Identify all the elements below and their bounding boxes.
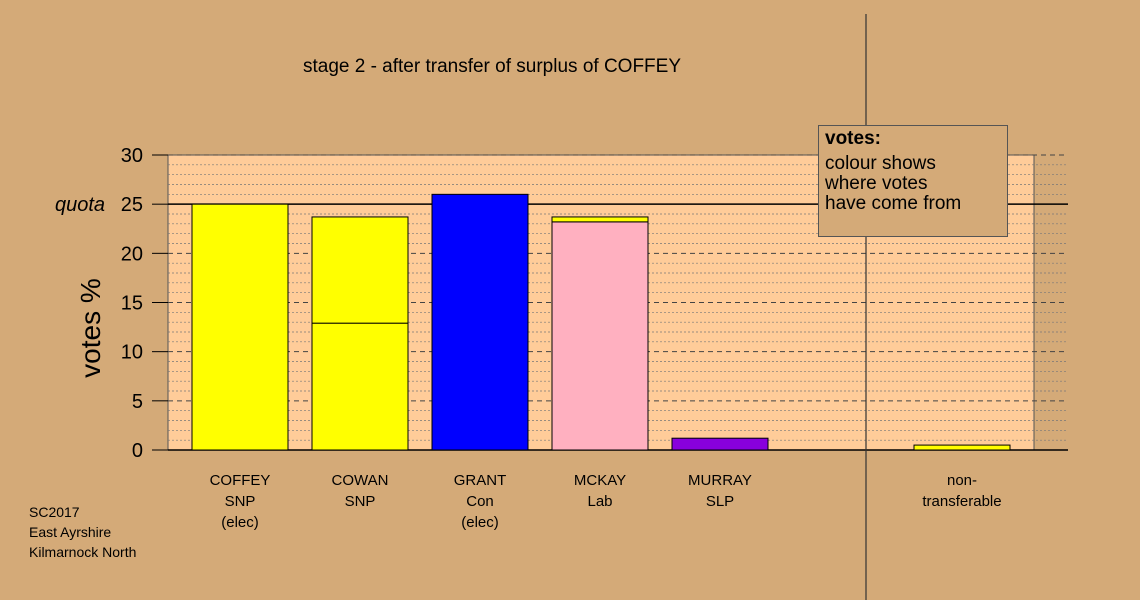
y-tick-label: 30 [121, 145, 143, 167]
bar-label: (elec) [461, 514, 499, 531]
bar-segment [671, 437, 769, 451]
legend-line: where votes [825, 173, 928, 194]
bar-segment [191, 203, 289, 451]
y-tick-label: 15 [121, 293, 143, 315]
bar-label: SNP [345, 493, 376, 510]
legend-line: colour shows [825, 153, 936, 174]
quota-label: quota [55, 194, 105, 216]
bar-label: SNP [225, 493, 256, 510]
legend: votes: colour shows where votes have com… [818, 125, 1008, 237]
footnote-line: SC2017 [29, 504, 80, 520]
bar-segment [311, 216, 409, 324]
bar-label: (elec) [221, 514, 259, 531]
footnote-line: Kilmarnock North [29, 544, 137, 560]
nontransferable-bar-label: transferable [922, 493, 1001, 510]
bar-segment [551, 221, 649, 451]
bar-label: COWAN [332, 472, 389, 489]
y-axis-title: votes % [75, 278, 106, 378]
bar-label: COFFEY [210, 472, 271, 489]
y-tick-label: 5 [132, 391, 143, 413]
y-tick-label: 25 [121, 194, 143, 216]
bar-label: MURRAY [688, 472, 752, 489]
nontransferable-bar-label: non- [947, 472, 977, 489]
legend-line: have come from [825, 193, 962, 214]
bar-label: MCKAY [574, 472, 626, 489]
bar-label: SLP [706, 493, 734, 510]
bar-label: Con [466, 493, 494, 510]
legend-title: votes: [825, 128, 881, 149]
footnote: SC2017 East Ayrshire Kilmarnock North [29, 502, 136, 562]
bar-label: Lab [587, 493, 612, 510]
nontransferable-bar-segment [913, 444, 1011, 451]
bar-segment [551, 216, 649, 223]
y-tick-label: 10 [121, 342, 143, 364]
y-tick-label: 20 [121, 243, 143, 265]
bar-label: GRANT [454, 472, 507, 489]
footnote-line: East Ayrshire [29, 524, 112, 540]
y-tick-label: 0 [132, 440, 143, 462]
bar-segment [311, 322, 409, 451]
bar-segment [431, 193, 529, 451]
chart-title: stage 2 - after transfer of surplus of C… [303, 56, 681, 77]
